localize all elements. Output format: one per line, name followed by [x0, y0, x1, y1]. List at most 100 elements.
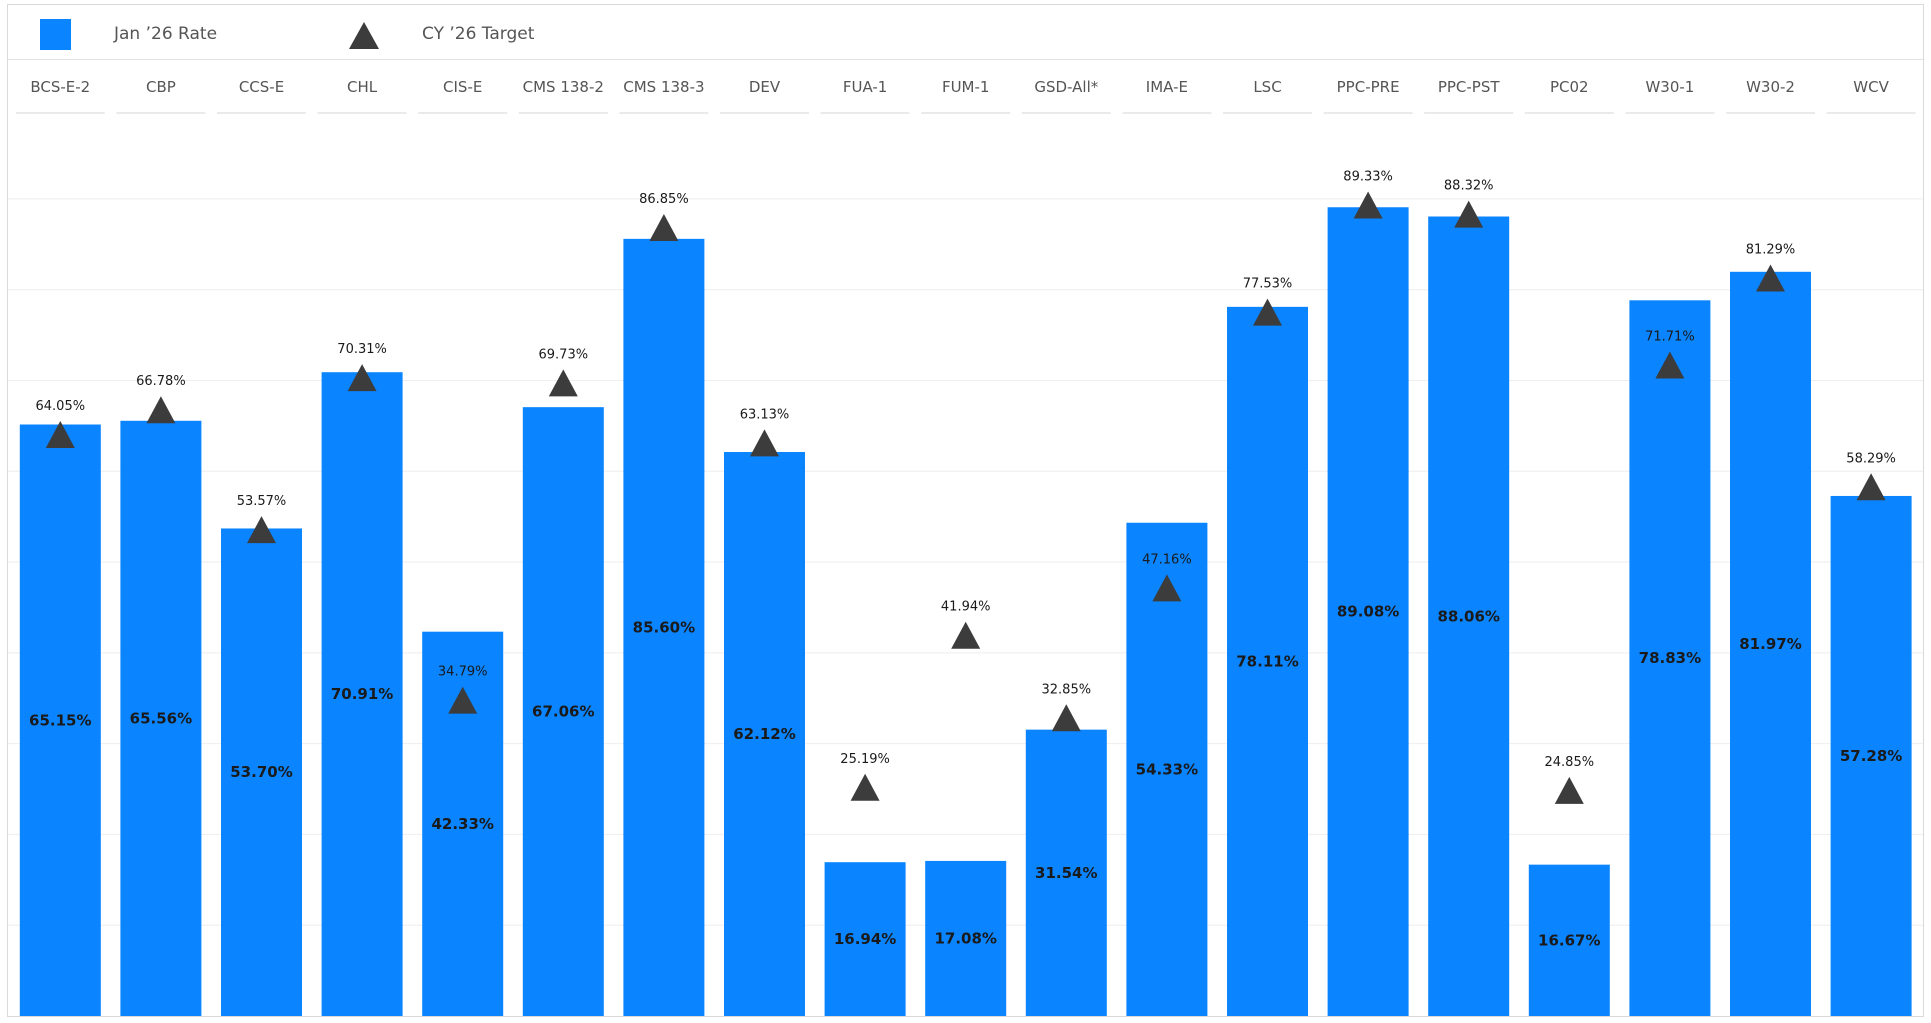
rate-label: 53.70% — [230, 763, 292, 781]
target-label: 32.85% — [1042, 682, 1092, 697]
legend: Jan ’26 Rate CY ’26 Target — [8, 5, 1923, 60]
rate-label: 78.83% — [1639, 649, 1701, 667]
rate-label: 67.06% — [532, 703, 594, 721]
category-label: PPC-PRE — [1337, 78, 1400, 96]
category-label: PPC-PST — [1438, 78, 1501, 96]
rate-label: 17.08% — [934, 929, 996, 947]
target-label: 24.85% — [1545, 755, 1595, 770]
bar-chart: BCS-E-2 65.15% 64.05% CBP 65.56% 66.78% CCS-E 5… — [8, 78, 1923, 1016]
rate-bar — [1629, 300, 1711, 1016]
rate-label: 31.54% — [1035, 864, 1097, 882]
target-label: 71.71% — [1645, 329, 1695, 344]
target-label: 34.79% — [438, 665, 488, 680]
target-marker-icon — [649, 213, 679, 241]
target-label: 53.57% — [237, 494, 287, 509]
rate-bar — [19, 424, 101, 1016]
rate-bar — [1428, 216, 1510, 1016]
category-label: W30-2 — [1746, 78, 1795, 96]
category-label: FUM-1 — [942, 78, 990, 96]
rate-bar — [623, 238, 705, 1016]
category-label: WCV — [1853, 78, 1889, 96]
rate-label: 65.15% — [29, 711, 91, 729]
category-label: DEV — [749, 78, 781, 96]
category-label: CIS-E — [443, 78, 482, 96]
rate-label: 16.94% — [834, 930, 896, 948]
target-marker-icon — [1353, 191, 1383, 219]
category-label: CBP — [146, 78, 176, 96]
target-label: 63.13% — [740, 407, 790, 422]
category-label: CMS 138-3 — [623, 78, 704, 96]
category-label: IMA-E — [1146, 78, 1188, 96]
square-swatch-icon — [40, 19, 71, 50]
rate-label: 65.56% — [130, 709, 192, 727]
target-label: 47.16% — [1142, 552, 1192, 567]
rate-bar — [1730, 271, 1811, 1016]
legend-label-target: CY ’26 Target — [422, 24, 535, 44]
rate-label: 16.67% — [1538, 931, 1600, 949]
rate-label: 89.08% — [1337, 603, 1399, 621]
rate-label: 88.06% — [1437, 607, 1499, 625]
triangle-marker-icon — [349, 22, 379, 49]
target-marker-icon — [1655, 351, 1685, 379]
category-label: CCS-E — [239, 78, 284, 96]
rate-bar — [824, 862, 906, 1016]
rate-bar — [321, 372, 403, 1016]
rate-bar — [221, 528, 302, 1016]
category-label: CHL — [347, 78, 378, 96]
target-label: 41.94% — [941, 600, 991, 615]
rate-bar — [925, 860, 1007, 1016]
target-marker-icon — [247, 516, 276, 544]
target-marker-icon — [1856, 473, 1886, 501]
target-marker-icon — [1051, 704, 1081, 732]
rate-bar — [1025, 729, 1107, 1016]
target-marker-icon — [45, 420, 75, 448]
target-marker-icon — [951, 621, 981, 649]
rate-bar — [1830, 495, 1912, 1016]
target-marker-icon — [1554, 776, 1584, 804]
target-marker-icon — [1756, 264, 1785, 292]
target-marker-icon — [146, 396, 176, 424]
rate-bar — [1528, 864, 1610, 1016]
rate-bar — [1126, 522, 1208, 1016]
target-label: 25.19% — [840, 752, 890, 767]
rate-label: 42.33% — [431, 815, 493, 833]
target-marker-icon — [750, 429, 779, 457]
rate-label: 54.33% — [1136, 760, 1198, 778]
category-label: CMS 138-2 — [523, 78, 604, 96]
rate-label: 78.11% — [1236, 652, 1298, 670]
rate-label: 85.60% — [633, 618, 695, 636]
target-label: 81.29% — [1746, 242, 1796, 257]
target-label: 77.53% — [1243, 277, 1293, 292]
rate-label: 70.91% — [331, 685, 393, 703]
target-label: 86.85% — [639, 192, 689, 207]
category-label: BCS-E-2 — [30, 78, 90, 96]
target-label: 58.29% — [1846, 451, 1896, 466]
rate-label: 62.12% — [733, 725, 795, 743]
rate-bar — [522, 407, 604, 1016]
target-marker-icon — [1152, 574, 1182, 602]
rate-label: 81.97% — [1739, 635, 1801, 653]
target-label: 66.78% — [136, 374, 186, 389]
target-marker-icon — [347, 364, 377, 392]
rate-bar — [724, 452, 805, 1016]
target-label: 88.32% — [1444, 179, 1494, 194]
target-label: 69.73% — [539, 347, 589, 362]
category-label: GSD-All* — [1034, 78, 1098, 96]
target-label: 70.31% — [337, 342, 387, 357]
category-label: LSC — [1253, 78, 1281, 96]
target-label: 89.33% — [1343, 169, 1393, 184]
category-label: W30-1 — [1645, 78, 1694, 96]
rate-bar — [1227, 306, 1308, 1016]
category-label: PC02 — [1550, 78, 1589, 96]
rate-bar — [1327, 207, 1409, 1016]
target-marker-icon — [448, 686, 478, 714]
target-marker-icon — [1454, 200, 1484, 228]
chart-frame: Jan ’26 Rate CY ’26 Target BCS-E-2 65.15%… — [7, 4, 1924, 1017]
target-marker-icon — [1253, 298, 1282, 326]
category-label: FUA-1 — [843, 78, 888, 96]
legend-label-rate: Jan ’26 Rate — [114, 24, 218, 44]
target-label: 64.05% — [36, 399, 86, 414]
target-marker-icon — [850, 773, 880, 801]
rate-bar — [120, 420, 202, 1016]
target-marker-icon — [548, 369, 578, 397]
